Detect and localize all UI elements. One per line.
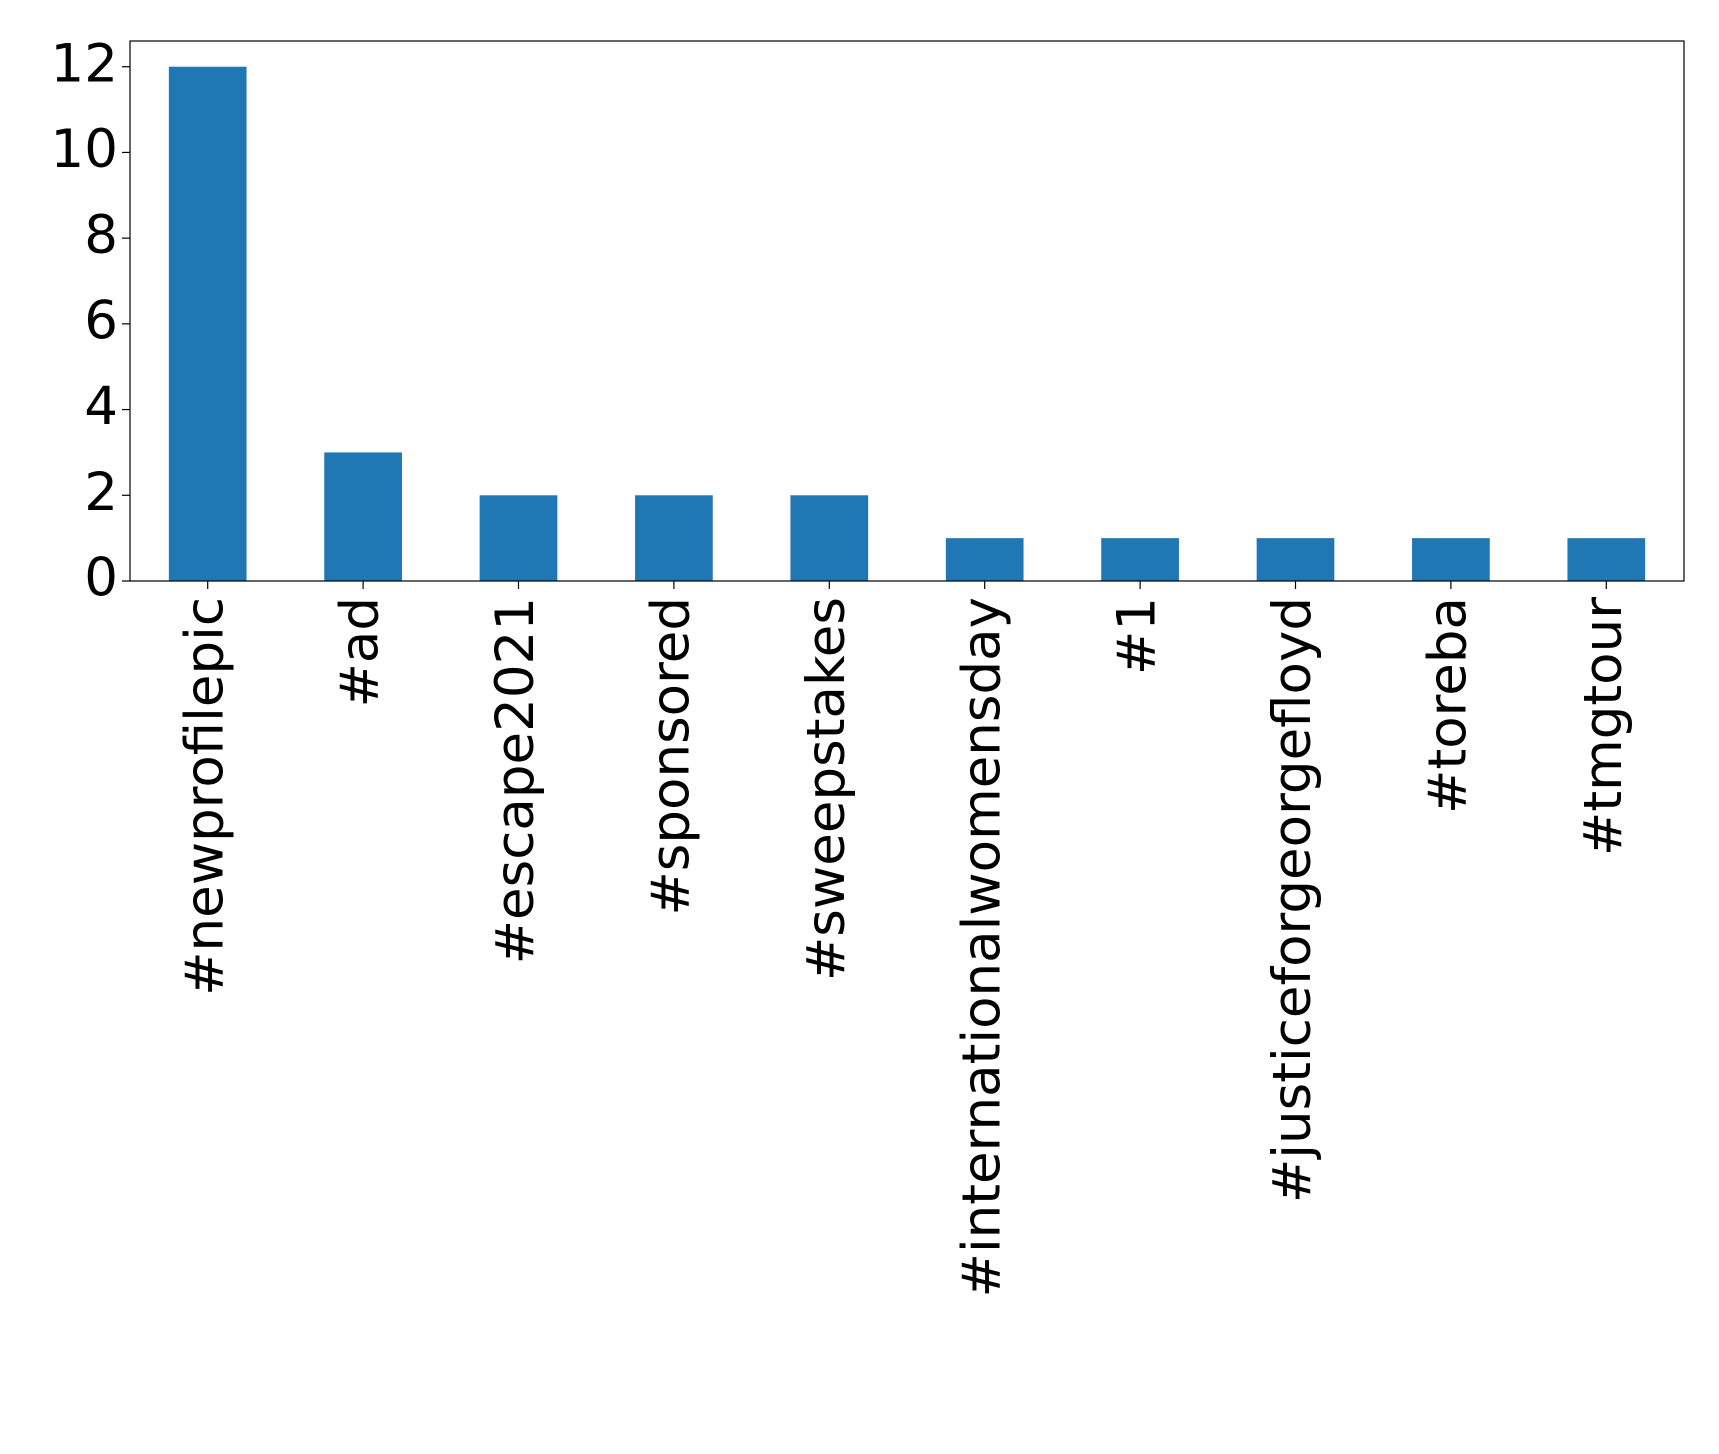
bar bbox=[790, 495, 869, 581]
y-tick-label: 4 bbox=[84, 376, 118, 437]
y-tick-label: 0 bbox=[84, 548, 118, 609]
bar bbox=[1256, 538, 1335, 581]
bar bbox=[1412, 538, 1490, 581]
plot-frame bbox=[129, 40, 1685, 582]
y-tick-label: 8 bbox=[84, 205, 118, 266]
x-tick-label: #internationalwomensday bbox=[951, 597, 1012, 1297]
bar bbox=[945, 538, 1024, 581]
bar bbox=[479, 495, 558, 581]
bar bbox=[1101, 538, 1179, 581]
bar bbox=[1567, 538, 1646, 581]
x-tick-label: #sweepstakes bbox=[796, 597, 857, 981]
x-tick-label: #sponsored bbox=[641, 597, 702, 916]
x-tick-label: #1 bbox=[1107, 597, 1168, 675]
bar bbox=[635, 495, 713, 581]
bar bbox=[324, 452, 402, 581]
x-tick-label: #newprofilepic bbox=[174, 597, 235, 996]
x-tick-label: #tmgtour bbox=[1573, 597, 1634, 856]
y-tick-label: 6 bbox=[84, 290, 118, 351]
x-tick-label: #justiceforgeorgefloyd bbox=[1262, 597, 1323, 1203]
y-tick-label: 2 bbox=[84, 462, 118, 523]
x-tick-label: #escape2021 bbox=[485, 597, 546, 964]
bar bbox=[168, 66, 247, 581]
y-tick-label: 10 bbox=[51, 119, 118, 180]
y-tick-label: 12 bbox=[51, 33, 118, 94]
x-tick-label: #toreba bbox=[1418, 597, 1479, 814]
x-tick-label: #ad bbox=[330, 597, 391, 708]
